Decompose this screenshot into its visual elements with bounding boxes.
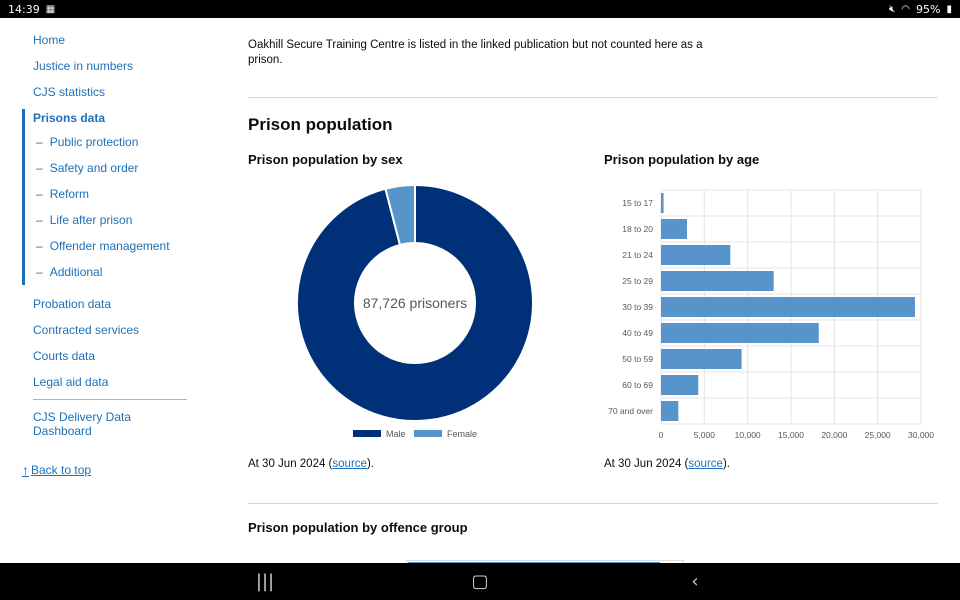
age-source-link[interactable]: source — [688, 458, 723, 470]
age-bar — [661, 375, 699, 395]
age-bar — [661, 271, 774, 291]
home-icon[interactable]: ▢ — [471, 571, 489, 592]
sidebar-subitem-offender-management[interactable]: – Offender management — [36, 239, 170, 253]
sidebar-subitem-life-after-prison[interactable]: – Life after prison — [36, 213, 133, 227]
sidebar-item-justice-in-numbers[interactable]: Justice in numbers — [33, 59, 134, 73]
sidebar-item-prisons-data[interactable]: Prisons data — [33, 111, 106, 125]
oakhill-note: Oakhill Secure Training Centre is listed… — [248, 39, 703, 66]
age-bar — [661, 297, 915, 317]
status-time: 14:39 — [8, 2, 40, 16]
battery-icon: ▮ — [946, 3, 952, 15]
age-bar — [661, 323, 819, 343]
x-tick-label: 0 — [659, 430, 664, 440]
sidebar-item-cjs-dashboard[interactable]: CJS Delivery Data Dashboard — [33, 410, 132, 438]
x-tick-label: 25,000 — [865, 430, 891, 440]
y-tick-label: 50 to 59 — [622, 354, 653, 364]
section-divider-2 — [248, 503, 938, 504]
sidebar-item-contracted-services[interactable]: Contracted services — [33, 323, 140, 337]
x-tick-label: 30,000 — [908, 430, 934, 440]
section-divider — [248, 97, 938, 98]
sidebar-active-group: Prisons data – Public protection – Safety … — [22, 109, 192, 285]
legend-swatch-male — [353, 430, 381, 437]
y-tick-label: 18 to 20 — [622, 224, 653, 234]
sex-donut-chart: 87,726 prisoners Male Female — [248, 182, 583, 442]
sidebar-item-courts-data[interactable]: Courts data — [33, 349, 96, 363]
sex-source-link[interactable]: source — [332, 458, 367, 470]
x-tick-label: 20,000 — [821, 430, 847, 440]
age-chart-title: Prison population by age — [604, 152, 760, 167]
y-tick-label: 30 to 39 — [622, 302, 653, 312]
y-tick-label: 25 to 29 — [622, 276, 653, 286]
sidebar-subitem-public-protection[interactable]: – Public protection — [36, 135, 139, 149]
back-icon[interactable]: ‹ — [691, 571, 699, 592]
back-to-top-link[interactable]: ↑ Back to top — [22, 462, 92, 478]
mute-icon: 🔇︎ — [888, 3, 896, 15]
y-tick-label: 60 to 69 — [622, 380, 653, 390]
legend-swatch-female — [414, 430, 442, 437]
x-tick-label: 10,000 — [735, 430, 761, 440]
y-tick-label: 40 to 49 — [622, 328, 653, 338]
system-nav-bar: ||| ▢ ‹ — [0, 563, 960, 600]
sex-chart-caption: At 30 Jun 2024 (source). — [248, 458, 374, 470]
y-tick-label: 21 to 24 — [622, 250, 653, 260]
sidebar-item-probation-data[interactable]: Probation data — [33, 297, 112, 311]
offence-chart-bar — [408, 562, 660, 563]
sidebar-item-cjs-statistics[interactable]: CJS statistics — [33, 85, 106, 99]
x-tick-label: 15,000 — [778, 430, 804, 440]
sidebar-subitem-safety-and-order[interactable]: – Safety and order — [36, 161, 139, 175]
sidebar-item-home[interactable]: Home — [33, 33, 66, 47]
battery-level: 95% — [916, 2, 941, 16]
section-title: Prison population — [248, 115, 393, 134]
sidebar-subitem-additional[interactable]: – Additional — [36, 265, 103, 279]
sidebar-item-legal-aid-data[interactable]: Legal aid data — [33, 375, 109, 389]
age-bar — [661, 193, 664, 213]
status-bar: 14:39 ▦ 🔇︎ ◠ 95% ▮ — [0, 0, 960, 18]
legend-label-female: Female — [447, 429, 477, 439]
wifi-icon: ◠ — [901, 3, 911, 15]
age-bar — [661, 219, 687, 239]
recent-apps-icon[interactable]: ||| — [255, 571, 275, 592]
y-tick-label: 70 and over — [608, 406, 653, 416]
age-bar — [661, 245, 731, 265]
offence-chart-title: Prison population by offence group — [248, 520, 468, 535]
gallery-icon: ▦ — [45, 3, 56, 15]
sidebar-nav: Home Justice in numbers CJS statistics P… — [22, 18, 192, 478]
donut-center-label: 87,726 prisoners — [363, 295, 467, 311]
donut-slice-female — [384, 183, 416, 247]
age-bar-chart: 0 5,000 10,000 15,000 20,000 25,000 30,000 15 t… — [604, 182, 944, 452]
sex-chart-title: Prison population by sex — [248, 152, 403, 167]
donut-slice-male — [296, 183, 534, 422]
sidebar-subitem-reform[interactable]: – Reform — [36, 187, 90, 201]
age-bar — [661, 349, 742, 369]
y-tick-label: 15 to 17 — [622, 198, 653, 208]
age-bar — [661, 401, 679, 421]
page-content: Home Justice in numbers CJS statistics P… — [0, 18, 960, 563]
sidebar-divider — [33, 399, 187, 400]
x-tick-label: 5,000 — [694, 430, 716, 440]
age-chart-caption: At 30 Jun 2024 (source). — [604, 458, 730, 470]
arrow-up-icon: ↑ — [22, 462, 29, 478]
age-bar-svg: 0 5,000 10,000 15,000 20,000 25,000 30,000 15 t… — [608, 189, 934, 440]
sex-donut-svg: 87,726 prisoners Male Female — [296, 183, 534, 439]
offence-chart-frame — [406, 560, 684, 563]
legend-label-male: Male — [386, 429, 406, 439]
